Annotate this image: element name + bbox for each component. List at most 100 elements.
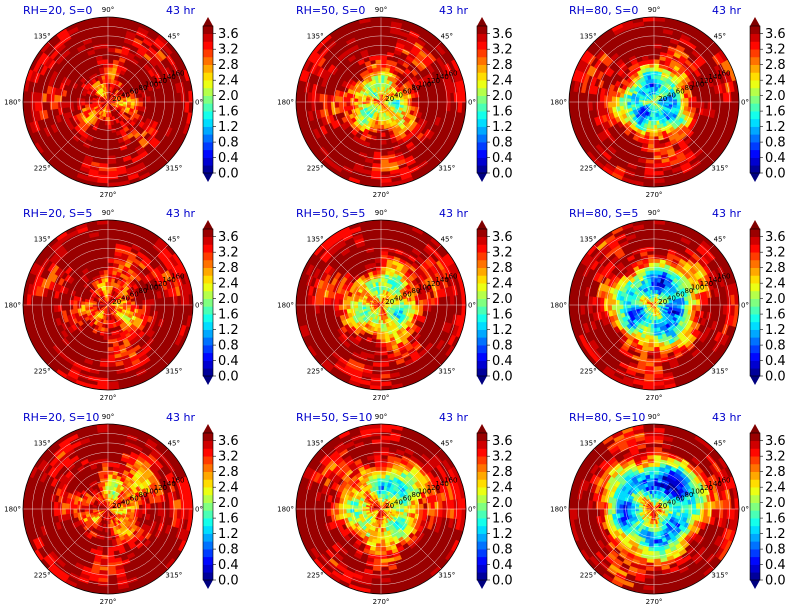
colorbar-segment <box>477 149 487 158</box>
field-cell <box>103 335 109 341</box>
colorbar-extend-max <box>750 220 760 229</box>
colorbar-segment <box>750 41 760 50</box>
colorbar-segment <box>750 87 760 96</box>
field-cell <box>380 140 387 145</box>
colorbar-segment <box>750 337 760 346</box>
field-cell <box>653 343 660 348</box>
field-cell <box>649 66 655 72</box>
field-cell <box>692 304 697 311</box>
field-cell <box>653 70 659 76</box>
time-label: 43 hr <box>712 207 741 220</box>
field-cell <box>603 304 609 312</box>
radial-tick-label: 160 <box>717 70 730 78</box>
field-cell <box>107 289 111 294</box>
field-cell <box>599 94 605 103</box>
angle-tick-label: 315° <box>165 367 182 375</box>
field-cell <box>411 304 417 310</box>
field-cell <box>99 330 105 336</box>
colorbar-tick-label: 0.4 <box>218 151 239 166</box>
field-cell <box>340 122 348 131</box>
colorbar-segment <box>750 345 760 354</box>
field-cell <box>29 121 37 134</box>
field-cell <box>124 138 132 146</box>
field-cell <box>53 508 59 517</box>
field-cell <box>611 101 616 108</box>
colorbar-tick-label: 0.8 <box>218 339 239 354</box>
field-cell <box>680 304 686 310</box>
colorbar-segment <box>750 229 760 238</box>
angle-tick-label: 270° <box>373 394 390 402</box>
time-label: 43 hr <box>439 207 468 220</box>
colorbar-segment <box>750 314 760 323</box>
field-cell <box>588 101 593 111</box>
field-cell <box>449 295 455 306</box>
colorbar-tick-label: 2.8 <box>765 58 786 73</box>
field-cell <box>650 327 655 333</box>
field-cell <box>80 82 87 89</box>
field-cell <box>672 101 678 106</box>
angle-tick-label: 270° <box>373 191 390 199</box>
field-cell <box>380 373 391 379</box>
colorbar-segment <box>750 142 760 151</box>
field-cell <box>650 323 655 329</box>
field-cell <box>345 300 351 306</box>
colorbar-segment <box>477 49 487 58</box>
field-cell <box>380 246 389 252</box>
field-cell <box>595 304 601 313</box>
field-cell <box>603 95 609 103</box>
field-cell <box>72 504 78 510</box>
colorbar-tick-label: 2.4 <box>765 74 786 89</box>
field-cell <box>107 47 116 53</box>
colorbar-segment <box>750 26 760 35</box>
field-cell <box>684 300 690 306</box>
field-cell <box>107 558 116 564</box>
colorbar-segment <box>477 306 487 315</box>
field-cell <box>349 97 355 103</box>
field-cell <box>125 30 137 38</box>
field-cell <box>588 296 593 306</box>
angle-tick-label: 135° <box>34 33 51 41</box>
field-cell <box>653 74 658 80</box>
colorbar-segment <box>203 259 213 268</box>
field-cell <box>146 503 151 510</box>
colorbar-tick-label: 2.0 <box>218 89 239 104</box>
colorbar-tick-label: 0.4 <box>492 354 513 369</box>
colorbar-segment <box>203 103 213 112</box>
field-cell <box>374 258 382 264</box>
colorbar-segment <box>203 149 213 158</box>
field-cell <box>307 92 313 103</box>
angle-tick-label: 90° <box>375 209 387 217</box>
field-cell <box>107 354 116 360</box>
field-cell <box>380 262 387 267</box>
colorbar-segment <box>477 267 487 276</box>
field-cell <box>691 106 697 114</box>
field-cell <box>107 570 117 575</box>
field-cell <box>646 246 655 252</box>
field-cell <box>411 300 417 306</box>
field-cell <box>107 566 117 572</box>
angle-tick-label: 0° <box>741 302 749 310</box>
field-cell <box>134 304 140 310</box>
field-cell <box>380 346 388 352</box>
colorbar-tick-label: 0.0 <box>218 370 239 385</box>
field-cell <box>322 297 328 306</box>
colorbar-segment <box>477 321 487 330</box>
field-cell <box>607 101 613 109</box>
field-cell <box>347 54 357 63</box>
field-cell <box>103 331 109 337</box>
colorbar-tick-label: 0.8 <box>492 339 513 354</box>
field-cell <box>80 101 86 106</box>
colorbar-tick-label: 1.2 <box>765 323 786 338</box>
colorbar-extend-max <box>477 220 487 229</box>
field-cell <box>434 297 440 306</box>
field-cell <box>315 109 322 120</box>
field-cell <box>338 96 343 103</box>
field-cell <box>618 101 624 107</box>
radial-tick-label: 100 <box>145 80 158 88</box>
field-cell <box>653 273 659 279</box>
field-cell <box>653 350 661 356</box>
field-cell <box>146 96 151 103</box>
colorbar-segment <box>477 111 487 120</box>
colorbar-segment <box>750 80 760 89</box>
